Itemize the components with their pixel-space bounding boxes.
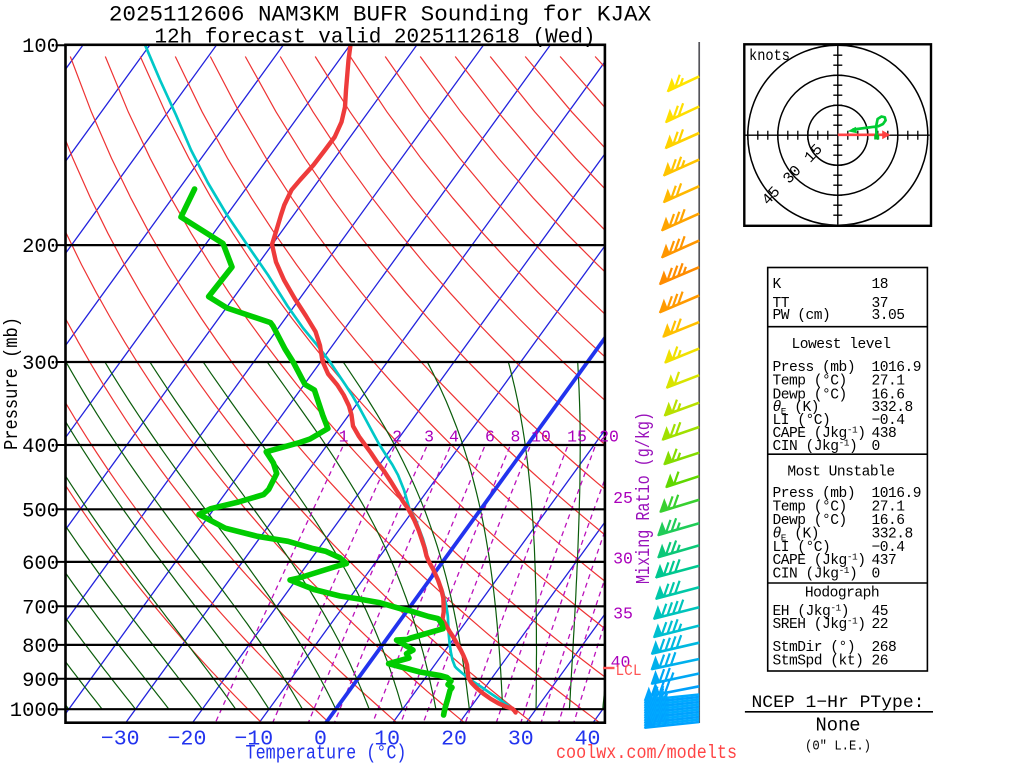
svg-text:400: 400 bbox=[22, 436, 59, 459]
svg-text:37: 37 bbox=[872, 296, 889, 312]
svg-text:None: None bbox=[816, 715, 861, 737]
svg-text:22: 22 bbox=[872, 617, 889, 633]
svg-text:20: 20 bbox=[599, 428, 619, 447]
svg-text:1: 1 bbox=[339, 428, 349, 447]
svg-text:−20: −20 bbox=[168, 728, 207, 752]
svg-text:knots: knots bbox=[749, 47, 790, 65]
svg-text:100: 100 bbox=[22, 36, 59, 59]
svg-text:16.6: 16.6 bbox=[872, 387, 905, 403]
svg-text:268: 268 bbox=[872, 640, 897, 656]
svg-text:300: 300 bbox=[22, 353, 59, 376]
svg-text:10: 10 bbox=[531, 428, 551, 447]
svg-text:EH (Jkg-1): EH (Jkg-1) bbox=[773, 603, 849, 621]
svg-text:StmSpd (kt): StmSpd (kt) bbox=[773, 654, 864, 670]
svg-text:800: 800 bbox=[22, 636, 59, 659]
svg-text:0: 0 bbox=[872, 439, 880, 455]
svg-text:−30: −30 bbox=[101, 728, 140, 752]
svg-text:27.1: 27.1 bbox=[872, 374, 906, 390]
svg-text:200: 200 bbox=[22, 236, 59, 259]
svg-text:6: 6 bbox=[485, 428, 495, 447]
svg-text:Most Unstable: Most Unstable bbox=[787, 464, 894, 480]
svg-text:CAPE (Jkg-1): CAPE (Jkg-1) bbox=[773, 552, 866, 570]
svg-text:40: 40 bbox=[575, 728, 601, 752]
svg-text:Temperature (°C): Temperature (°C) bbox=[246, 743, 407, 766]
svg-text:−0.4: −0.4 bbox=[872, 540, 906, 556]
svg-text:4: 4 bbox=[449, 428, 459, 447]
svg-text:3.05: 3.05 bbox=[872, 308, 905, 324]
svg-text:(0" L.E.): (0" L.E.) bbox=[805, 740, 871, 755]
svg-text:θE (K): θE (K) bbox=[773, 400, 820, 417]
svg-text:SREH (Jkg-1): SREH (Jkg-1) bbox=[773, 615, 866, 633]
svg-text:LI (°C): LI (°C) bbox=[773, 540, 831, 556]
svg-text:PW (cm): PW (cm) bbox=[773, 308, 831, 324]
svg-text:CIN (Jkg-1): CIN (Jkg-1) bbox=[773, 438, 858, 456]
svg-text:StmDir (°): StmDir (°) bbox=[773, 640, 856, 656]
svg-text:Mixing Ratio (g/kg): Mixing Ratio (g/kg) bbox=[633, 412, 655, 584]
svg-text:10: 10 bbox=[374, 728, 400, 752]
svg-text:437: 437 bbox=[872, 553, 897, 569]
svg-text:700: 700 bbox=[22, 597, 59, 620]
svg-text:45: 45 bbox=[872, 604, 889, 620]
svg-text:1016.9: 1016.9 bbox=[872, 360, 922, 376]
svg-text:Pressure (mb): Pressure (mb) bbox=[1, 317, 23, 450]
svg-text:0: 0 bbox=[314, 728, 327, 752]
svg-text:Press (mb): Press (mb) bbox=[773, 486, 856, 502]
svg-text:27.1: 27.1 bbox=[872, 499, 906, 515]
svg-text:CAPE (Jkg-1): CAPE (Jkg-1) bbox=[773, 425, 866, 443]
svg-text:Dewp (°C): Dewp (°C) bbox=[773, 513, 847, 529]
svg-text:3: 3 bbox=[424, 428, 434, 447]
svg-text:2: 2 bbox=[392, 428, 402, 447]
svg-text:NCEP 1−Hr PType:: NCEP 1−Hr PType: bbox=[752, 693, 925, 713]
svg-text:500: 500 bbox=[22, 500, 59, 523]
svg-text:40: 40 bbox=[611, 653, 631, 672]
svg-text:Temp (°C): Temp (°C) bbox=[773, 499, 847, 515]
svg-text:Hodograph: Hodograph bbox=[805, 586, 879, 602]
svg-text:Press (mb): Press (mb) bbox=[773, 360, 856, 376]
svg-text:900: 900 bbox=[22, 670, 59, 693]
svg-text:2025112606 NAM3KM BUFR Soundin: 2025112606 NAM3KM BUFR Sounding for KJAX bbox=[109, 2, 652, 28]
svg-text:16.6: 16.6 bbox=[872, 513, 905, 529]
svg-text:12h forecast valid 2025112618: 12h forecast valid 2025112618 (Wed) bbox=[154, 26, 595, 49]
svg-text:8: 8 bbox=[511, 428, 521, 447]
svg-text:−0.4: −0.4 bbox=[872, 413, 906, 429]
svg-text:Dewp (°C): Dewp (°C) bbox=[773, 387, 847, 403]
svg-text:15: 15 bbox=[567, 428, 587, 447]
svg-text:25: 25 bbox=[613, 489, 633, 508]
svg-text:18: 18 bbox=[872, 277, 889, 293]
svg-text:30: 30 bbox=[508, 728, 534, 752]
svg-text:20: 20 bbox=[441, 728, 467, 752]
svg-text:LCL: LCL bbox=[616, 662, 642, 680]
svg-text:26: 26 bbox=[872, 654, 889, 670]
svg-text:LI (°C): LI (°C) bbox=[773, 413, 831, 429]
svg-text:332.8: 332.8 bbox=[872, 527, 913, 543]
svg-text:1000: 1000 bbox=[10, 700, 59, 723]
svg-text:θE (K): θE (K) bbox=[773, 527, 820, 544]
svg-text:−10: −10 bbox=[234, 728, 273, 752]
svg-text:K: K bbox=[773, 277, 782, 293]
svg-text:Lowest level: Lowest level bbox=[791, 337, 890, 353]
svg-text:TT: TT bbox=[773, 296, 790, 312]
svg-text:332.8: 332.8 bbox=[872, 400, 913, 416]
svg-text:Temp (°C): Temp (°C) bbox=[773, 374, 847, 390]
svg-text:CIN (Jkg-1): CIN (Jkg-1) bbox=[773, 565, 858, 583]
svg-text:30: 30 bbox=[613, 550, 633, 569]
svg-text:35: 35 bbox=[613, 604, 633, 623]
svg-text:600: 600 bbox=[22, 553, 59, 576]
svg-text:0: 0 bbox=[872, 567, 880, 583]
svg-text:1016.9: 1016.9 bbox=[872, 486, 922, 502]
svg-text:coolwx.com/modelts: coolwx.com/modelts bbox=[556, 742, 737, 764]
svg-text:438: 438 bbox=[872, 426, 897, 442]
